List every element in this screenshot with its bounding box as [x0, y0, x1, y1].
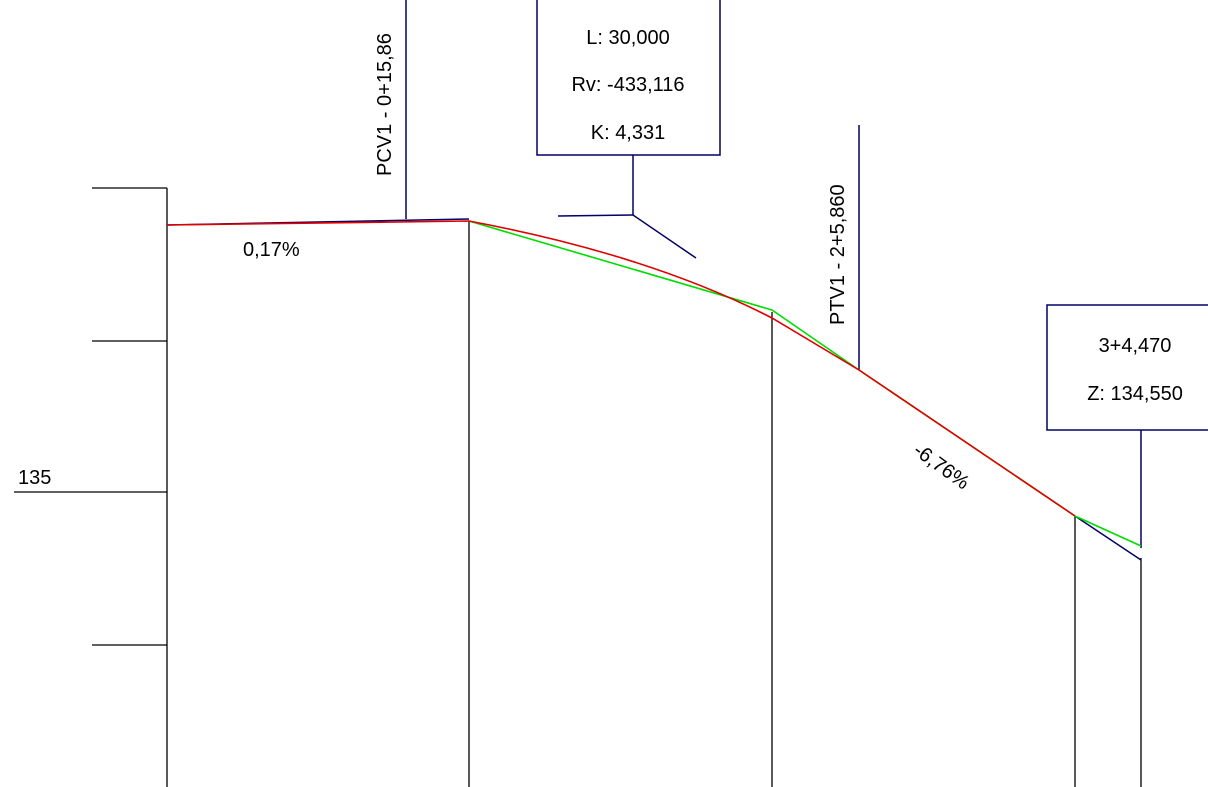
green-tangent-line	[469, 221, 1141, 546]
curve-k-label: K: 4,331	[591, 122, 666, 144]
pcv-station-label: PCV1 - 0+15,86	[374, 33, 396, 176]
point-info-box: 3+4,470 Z: 134,550	[1047, 305, 1208, 430]
curve-info-box: L: 30,000 Rv: -433,116 K: 4,331	[537, 0, 720, 155]
grade-label-start: 0,17%	[243, 239, 300, 261]
elevation-axis: 135	[14, 188, 167, 787]
grade-label-end: -6,76%	[909, 439, 973, 494]
point-info-frame	[1047, 305, 1208, 430]
ptv-station-label: PTV1 - 2+5,860	[827, 184, 849, 325]
curve-leader-branch	[558, 215, 633, 216]
point-station-label: 3+4,470	[1099, 335, 1172, 357]
point-elevation-label: Z: 134,550	[1087, 383, 1183, 405]
curve-length-label: L: 30,000	[586, 27, 669, 49]
elevation-label-135: 135	[18, 467, 51, 489]
curve-radius-label: Rv: -433,116	[571, 74, 684, 96]
curve-leader-branch	[633, 215, 696, 258]
station-lines	[469, 221, 1141, 787]
terrain-line	[1075, 516, 1141, 560]
